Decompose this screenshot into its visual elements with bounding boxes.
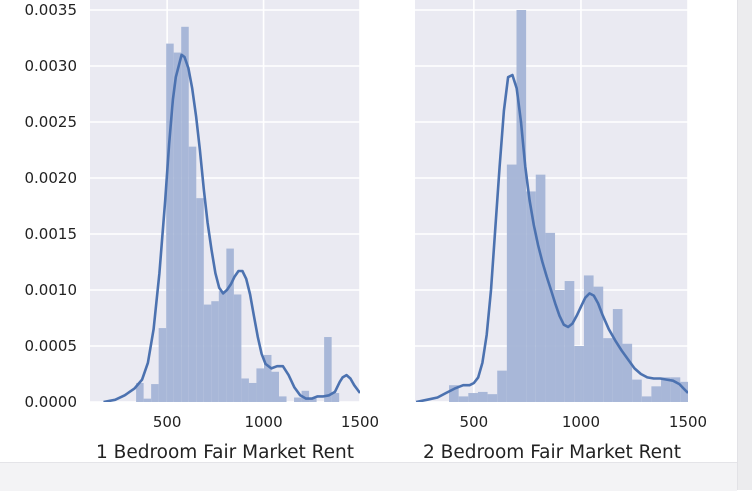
histogram-bar [158, 328, 167, 402]
x-tick-label: 1000 [562, 413, 600, 431]
histogram-bar [526, 191, 536, 402]
histogram-bar [196, 198, 204, 402]
histogram-bar [331, 393, 340, 402]
histogram-bar [497, 370, 507, 402]
histogram-bar [136, 382, 144, 402]
histogram-bar [173, 52, 182, 402]
x-tick-label: 1500 [341, 413, 379, 431]
histogram-bar [294, 397, 302, 402]
histogram-bar [574, 346, 584, 402]
histogram-bar [458, 396, 469, 402]
histogram-bar [661, 377, 671, 402]
y-tick-label: 0.0015 [25, 225, 78, 243]
histogram-bar [218, 291, 227, 402]
histogram-bar [680, 381, 688, 402]
histogram-bar [651, 386, 662, 402]
histogram-bar [263, 354, 272, 402]
histogram-bar [166, 43, 174, 402]
histogram-bar [256, 368, 264, 402]
histogram-bar [545, 232, 556, 402]
x-tick-label: 1500 [669, 413, 707, 431]
histogram-bar [593, 286, 604, 402]
x-axis-label: 2 Bedroom Fair Market Rent [423, 442, 681, 462]
histogram-bar [516, 10, 527, 402]
y-tick-label: 0.0035 [25, 1, 78, 19]
histogram-bar [564, 281, 575, 402]
kde-line [103, 53, 360, 402]
y-tick-label: 0.0025 [25, 113, 78, 131]
y-tick-label: 0.0020 [25, 169, 78, 187]
histogram-bar [226, 248, 234, 402]
x-tick-label: 500 [153, 413, 182, 431]
y-tick-label: 0.0030 [25, 57, 78, 75]
scrollbar-track[interactable] [737, 0, 752, 490]
histogram-bar [670, 377, 681, 402]
histogram-bar [203, 304, 212, 402]
histogram-bar [143, 398, 152, 402]
kde-line [415, 73, 688, 402]
histogram-bars [449, 10, 688, 402]
histogram-bar [622, 343, 633, 402]
bottom-strip [0, 462, 737, 491]
histogram-bar [506, 164, 517, 402]
panel-1-bedroom: 500 1000 1500 0.0000 0.0005 0.0010 0.0015 0.002… [25, 0, 379, 462]
histogram-bar [555, 290, 565, 402]
histogram-bar [324, 337, 332, 402]
histogram-bar [449, 385, 459, 402]
histogram-bar [487, 394, 498, 402]
histogram-bar [641, 396, 652, 402]
histogram-bar [535, 174, 546, 402]
histogram-bar [632, 379, 642, 402]
histogram-bar [612, 309, 623, 402]
x-tick-label: 500 [460, 413, 489, 431]
histogram-bar [603, 338, 613, 402]
histogram-bar [211, 301, 219, 402]
histogram-bar [248, 382, 257, 402]
histogram-bars [136, 26, 340, 402]
histogram-bar [468, 393, 478, 402]
y-tick-label: 0.0005 [25, 337, 78, 355]
histogram-bar [188, 146, 197, 402]
histogram-bar [271, 371, 279, 402]
x-tick-label: 1000 [244, 413, 282, 431]
histogram-bar [279, 396, 287, 402]
x-axis-label: 1 Bedroom Fair Market Rent [96, 442, 354, 462]
histogram-bar [301, 390, 310, 402]
histogram-bar [151, 384, 159, 402]
panel-2-bedroom: 500 1000 1500 2 Bedroom Fair Market Rent [415, 0, 707, 462]
histogram-bar [241, 378, 249, 402]
histogram-bar [583, 275, 594, 402]
histogram-bar [477, 391, 488, 402]
histogram-bar [181, 26, 189, 402]
y-tick-label: 0.0000 [25, 393, 78, 411]
histogram-bar [233, 294, 242, 402]
histogram-bar [309, 398, 317, 402]
y-tick-label: 0.0010 [25, 281, 78, 299]
figure: 500 1000 1500 0.0000 0.0005 0.0010 0.0015 0.002… [25, 0, 707, 462]
